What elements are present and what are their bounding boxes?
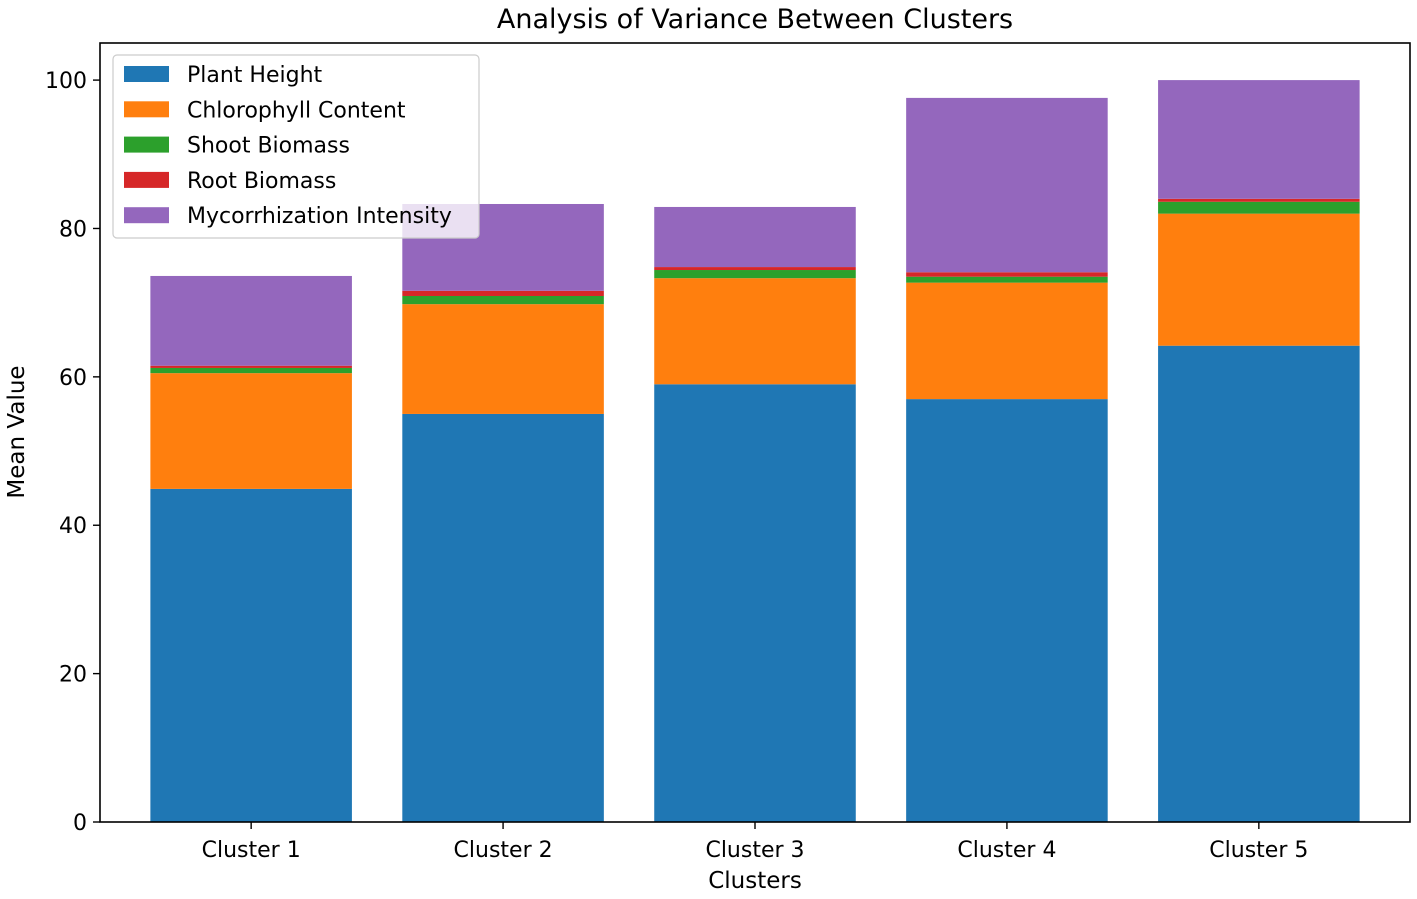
legend-swatch-4: [124, 171, 169, 188]
y-tick-label: 0: [73, 811, 87, 836]
bar-cluster-5-series-4: [1158, 198, 1360, 202]
bar-cluster-1-series-1: [150, 488, 352, 822]
bar-cluster-4-series-5: [906, 97, 1108, 273]
bar-cluster-4-series-2: [906, 282, 1108, 400]
bar-cluster-3-series-2: [654, 278, 856, 385]
bar-cluster-2-series-4: [402, 290, 604, 296]
x-tick-label: Cluster 3: [705, 838, 804, 863]
x-tick-label: Cluster 5: [1209, 838, 1308, 863]
x-axis-ticks: Cluster 1 Cluster 2 Cluster 3 Cluster 4 Clus…: [202, 822, 1308, 863]
legend-label-3: Shoot Biomass: [187, 134, 350, 159]
legend-label-1: Plant Height: [187, 63, 323, 88]
bar-cluster-5-series-2: [1158, 213, 1360, 346]
legend-swatch-1: [124, 66, 169, 82]
bar-cluster-3-series-5: [654, 206, 856, 268]
y-tick-label: 80: [59, 217, 87, 242]
y-tick-label: 100: [45, 69, 87, 94]
legend: Plant Height Chlorophyll Content Shoot Bio…: [112, 54, 480, 239]
y-axis-ticks: 0 20 40 60 80 100: [45, 69, 100, 836]
bar-cluster-5-series-3: [1158, 201, 1360, 214]
legend-swatch-5: [124, 207, 169, 224]
bar-cluster-3-series-1: [654, 384, 856, 822]
bar-cluster-3-series-3: [654, 270, 856, 279]
bar-cluster-2-series-3: [402, 295, 604, 305]
bar-cluster-1-series-5: [150, 275, 352, 366]
legend-box: [112, 54, 480, 239]
bar-cluster-5-series-5: [1158, 80, 1360, 199]
bar-cluster-3-series-4: [654, 267, 856, 271]
legend-swatch-3: [124, 136, 169, 153]
legend-label-4: Root Biomass: [187, 169, 336, 194]
y-tick-label: 20: [59, 663, 87, 688]
bar-cluster-1-series-4: [150, 365, 352, 368]
bar-cluster-2-series-2: [402, 304, 604, 414]
x-axis-label: Clusters: [708, 868, 802, 894]
bar-cluster-2-series-1: [402, 413, 604, 822]
x-tick-label: Cluster 1: [202, 838, 301, 863]
x-tick-label: Cluster 4: [957, 838, 1056, 863]
x-tick-label: Cluster 2: [454, 838, 553, 863]
y-tick-label: 40: [59, 514, 87, 539]
bars-layer: [150, 80, 1360, 822]
bar-cluster-4-series-4: [906, 272, 1108, 277]
chart-title: Analysis of Variance Between Clusters: [497, 4, 1013, 35]
bar-cluster-1-series-2: [150, 373, 352, 489]
y-axis-label: Mean Value: [4, 365, 30, 498]
legend-swatch-2: [124, 101, 169, 118]
bar-cluster-4-series-1: [906, 399, 1108, 822]
legend-label-5: Mycorrhization Intensity: [187, 204, 452, 229]
bar-cluster-5-series-1: [1158, 345, 1360, 822]
y-tick-label: 60: [59, 366, 87, 391]
bar-cluster-4-series-3: [906, 276, 1108, 283]
bar-cluster-1-series-3: [150, 367, 352, 374]
legend-label-2: Chlorophyll Content: [187, 98, 406, 123]
